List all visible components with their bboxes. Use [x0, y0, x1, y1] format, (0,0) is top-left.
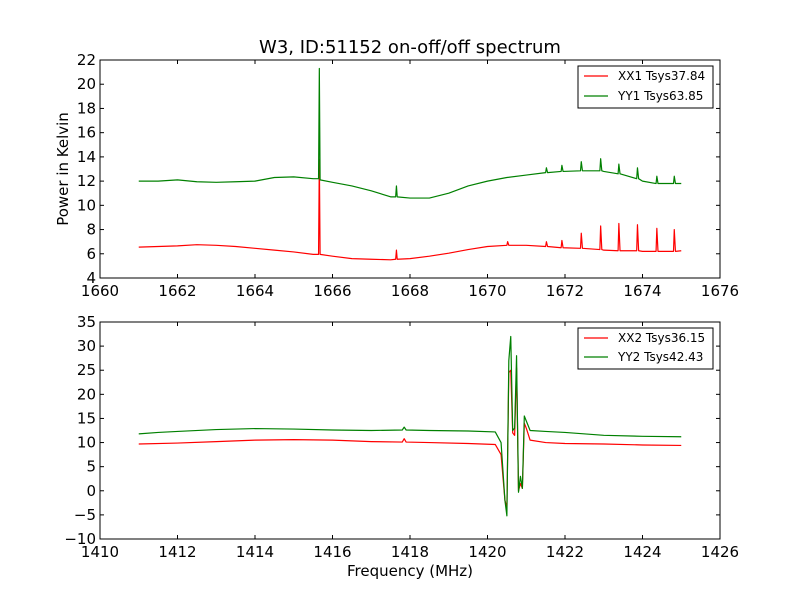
- bottom-y-tick-label: −10: [64, 530, 96, 548]
- top-legend-label-xx1: XX1 Tsys37.84: [618, 69, 705, 83]
- bottom-x-tick-label: 1426: [701, 543, 739, 561]
- top-y-tick-label: 6: [86, 245, 96, 263]
- top-y-tick-label: 4: [86, 269, 96, 287]
- bottom-y-tick-label: 20: [77, 385, 96, 403]
- bottom-x-tick-label: 1410: [81, 543, 119, 561]
- top-x-tick-label: 1674: [623, 282, 661, 300]
- bottom-x-tick-label: 1412: [158, 543, 196, 561]
- top-x-tick-label: 1668: [391, 282, 429, 300]
- bottom-x-tick-label: 1420: [468, 543, 506, 561]
- top-y-tick-label: 8: [86, 221, 96, 239]
- top-axes-frame: [99, 59, 721, 279]
- top-legend-label-yy1: YY1 Tsys63.85: [617, 89, 703, 103]
- top-series-line-xx: [138, 158, 682, 261]
- top-subplot: W3, ID:51152 on-off/off spectrum Power i…: [54, 37, 739, 300]
- top-y-tick-label: 10: [77, 196, 96, 214]
- bottom-y-tick-label: 15: [77, 409, 96, 427]
- bottom-y-tick-label: 0: [86, 482, 96, 500]
- top-legend: XX1 Tsys37.84 YY1 Tsys63.85: [577, 65, 714, 109]
- top-x-tick-label: 1672: [546, 282, 584, 300]
- top-series-lines: [138, 67, 682, 261]
- bottom-y-tick-label: 10: [77, 434, 96, 452]
- bottom-x-tick-label: 1416: [313, 543, 351, 561]
- top-x-tick-label: 1666: [313, 282, 351, 300]
- top-x-tick-label: 1670: [468, 282, 506, 300]
- bottom-x-tick-label: 1418: [391, 543, 429, 561]
- top-x-tick-label: 1662: [158, 282, 196, 300]
- top-chart-title: W3, ID:51152 on-off/off spectrum: [259, 37, 561, 58]
- bottom-x-tick-label: 1422: [546, 543, 584, 561]
- top-y-tick-label: 16: [77, 124, 96, 142]
- top-x-tick-label: 1664: [236, 282, 274, 300]
- top-y-tick-label: 20: [77, 75, 96, 93]
- bottom-series-lines: [138, 335, 682, 517]
- bottom-series-line-yy: [138, 335, 682, 517]
- bottom-subplot: Frequency (MHz) 1410 1412 1414 1416 1418 1420…: [64, 313, 739, 580]
- bottom-y-tick-label: 25: [77, 361, 96, 379]
- top-y-tick-label: 12: [77, 172, 96, 190]
- top-legend-box: [577, 65, 714, 109]
- bottom-x-tick-label: 1414: [236, 543, 274, 561]
- top-y-axis-label: Power in Kelvin: [54, 112, 72, 226]
- bottom-legend-label-yy2: YY2 Tsys42.43: [617, 350, 703, 364]
- bottom-axes-frame: [99, 321, 721, 540]
- bottom-y-tick-label: 5: [86, 458, 96, 476]
- top-y-tick-label: 18: [77, 99, 96, 117]
- bottom-y-tick-label: 30: [77, 337, 96, 355]
- bottom-legend: XX2 Tsys36.15 YY2 Tsys42.43: [577, 327, 714, 370]
- bottom-y-tick-label: 35: [77, 313, 96, 331]
- bottom-legend-label-xx2: XX2 Tsys36.15: [618, 331, 705, 345]
- bottom-legend-box: [577, 327, 714, 370]
- bottom-y-tick-label: −5: [74, 506, 96, 524]
- bottom-x-axis-label: Frequency (MHz): [347, 562, 473, 580]
- bottom-x-tick-label: 1424: [623, 543, 661, 561]
- top-series-line-yy: [138, 67, 682, 199]
- top-axis-ticks: 1660 1662 1664 1666 1668 1670 1672 1674 1676 4 6 8 1…: [77, 51, 739, 300]
- top-y-tick-label: 22: [77, 51, 96, 69]
- top-x-tick-label: 1676: [701, 282, 739, 300]
- top-x-tick-label: 1660: [81, 282, 119, 300]
- bottom-axis-ticks: 1410 1412 1414 1416 1418 1420 1422 1424 1426 −10 −…: [64, 313, 739, 561]
- top-y-tick-label: 14: [77, 148, 96, 166]
